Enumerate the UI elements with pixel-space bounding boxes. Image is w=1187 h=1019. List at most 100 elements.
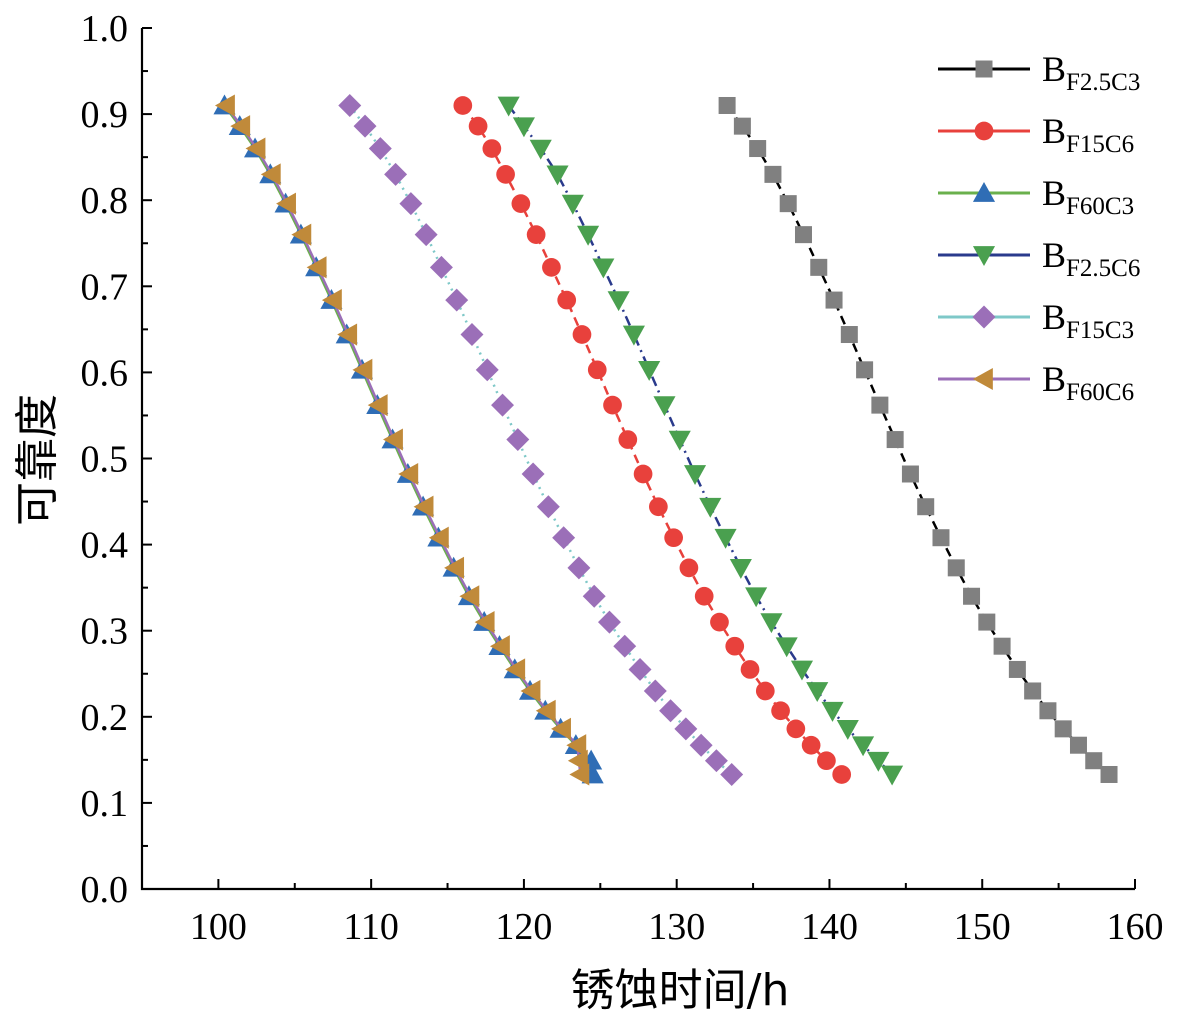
data-point (291, 223, 312, 246)
data-point (871, 396, 889, 414)
data-point (775, 637, 798, 658)
data-point (821, 701, 844, 722)
data-point (840, 326, 858, 344)
series-BF2.5C6 (497, 96, 904, 786)
data-point (718, 96, 736, 114)
data-point (978, 613, 996, 631)
data-point (505, 658, 526, 681)
series-line (507, 104, 893, 776)
legend-label: BF15C6 (1042, 111, 1134, 158)
data-point (572, 325, 592, 344)
data-point (260, 163, 281, 186)
data-point (674, 717, 698, 741)
legend-item: BF60C3 (938, 173, 1134, 220)
data-point (852, 736, 875, 757)
data-point (413, 495, 434, 518)
legend-item: BF2.5C6 (938, 235, 1140, 282)
data-point (459, 585, 480, 608)
data-point (520, 679, 541, 703)
data-point (497, 96, 520, 117)
data-point (399, 192, 423, 216)
data-point (337, 323, 358, 346)
data-point (429, 255, 453, 279)
data-point (832, 765, 852, 784)
data-point (643, 679, 667, 703)
data-point (526, 225, 546, 244)
data-point (506, 428, 530, 452)
axis-frame (140, 28, 1135, 891)
data-point (592, 258, 615, 279)
data-point (603, 395, 622, 415)
data-point (689, 733, 713, 757)
data-point (536, 495, 560, 519)
data-point (542, 258, 561, 277)
data-point (276, 192, 296, 215)
y-tick-label: 0.7 (81, 266, 129, 308)
x-tick-label: 100 (190, 906, 247, 948)
x-tick-label: 140 (801, 906, 858, 948)
y-tick-label: 0.0 (81, 869, 129, 911)
data-point (489, 635, 510, 658)
data-point (881, 765, 904, 786)
data-point (577, 225, 600, 246)
data-point (383, 428, 403, 451)
data-point (475, 358, 499, 382)
data-point (468, 116, 488, 136)
data-point (445, 288, 469, 312)
data-point (1069, 736, 1087, 754)
data-point (582, 584, 606, 608)
data-point (1100, 765, 1118, 783)
legend-marker (972, 305, 996, 329)
data-point (790, 660, 814, 681)
series-BF60C6 (214, 94, 590, 786)
data-point (607, 291, 630, 312)
y-tick-label: 0.2 (81, 697, 129, 739)
data-point (694, 586, 714, 606)
data-point (710, 612, 729, 632)
data-point (245, 137, 266, 160)
data-point (1008, 660, 1026, 678)
y-tick-label: 0.1 (81, 783, 129, 825)
data-point (679, 558, 699, 578)
data-point (638, 360, 661, 381)
data-point (551, 717, 571, 740)
data-point (535, 699, 556, 722)
x-tick-label: 160 (1107, 906, 1164, 948)
legend-marker (972, 246, 996, 267)
legend-marker (972, 367, 993, 391)
data-point (993, 637, 1011, 655)
y-tick-label: 0.6 (81, 352, 129, 394)
data-point (384, 162, 408, 186)
data-point (587, 360, 607, 380)
data-point (398, 462, 419, 486)
axes: 0.0 0.1 0.2 0.3 0.4 0.5 0.6 0.7 0.8 0.9 1.0 100 110 1… (81, 8, 1164, 948)
data-point (664, 528, 683, 548)
data-point (367, 394, 388, 417)
data-point (566, 734, 587, 757)
data-point (749, 140, 767, 158)
data-point (755, 681, 775, 701)
data-point (368, 137, 392, 161)
data-point (771, 701, 790, 721)
legend-marker (975, 60, 993, 78)
legend: BF2.5C3 BF15C6 BF60C3 BF2.5C6 BF15C3 BF60C6 (938, 49, 1140, 406)
data-point (613, 634, 637, 658)
data-point (764, 165, 782, 183)
legend-item: BF15C6 (938, 111, 1134, 158)
data-point (649, 497, 668, 517)
data-point (745, 587, 768, 608)
x-tick-label: 110 (343, 906, 399, 948)
y-tick-label: 0.4 (81, 525, 129, 567)
data-point (529, 139, 552, 160)
data-point (597, 610, 621, 634)
data-point (511, 194, 531, 213)
series-BF15C3 (338, 94, 744, 786)
data-point (810, 258, 828, 276)
data-point (725, 636, 745, 656)
data-point (353, 114, 377, 138)
series-BF2.5C3 (718, 96, 1118, 783)
data-point (867, 751, 890, 772)
data-point (1024, 682, 1042, 700)
data-point (801, 735, 821, 755)
